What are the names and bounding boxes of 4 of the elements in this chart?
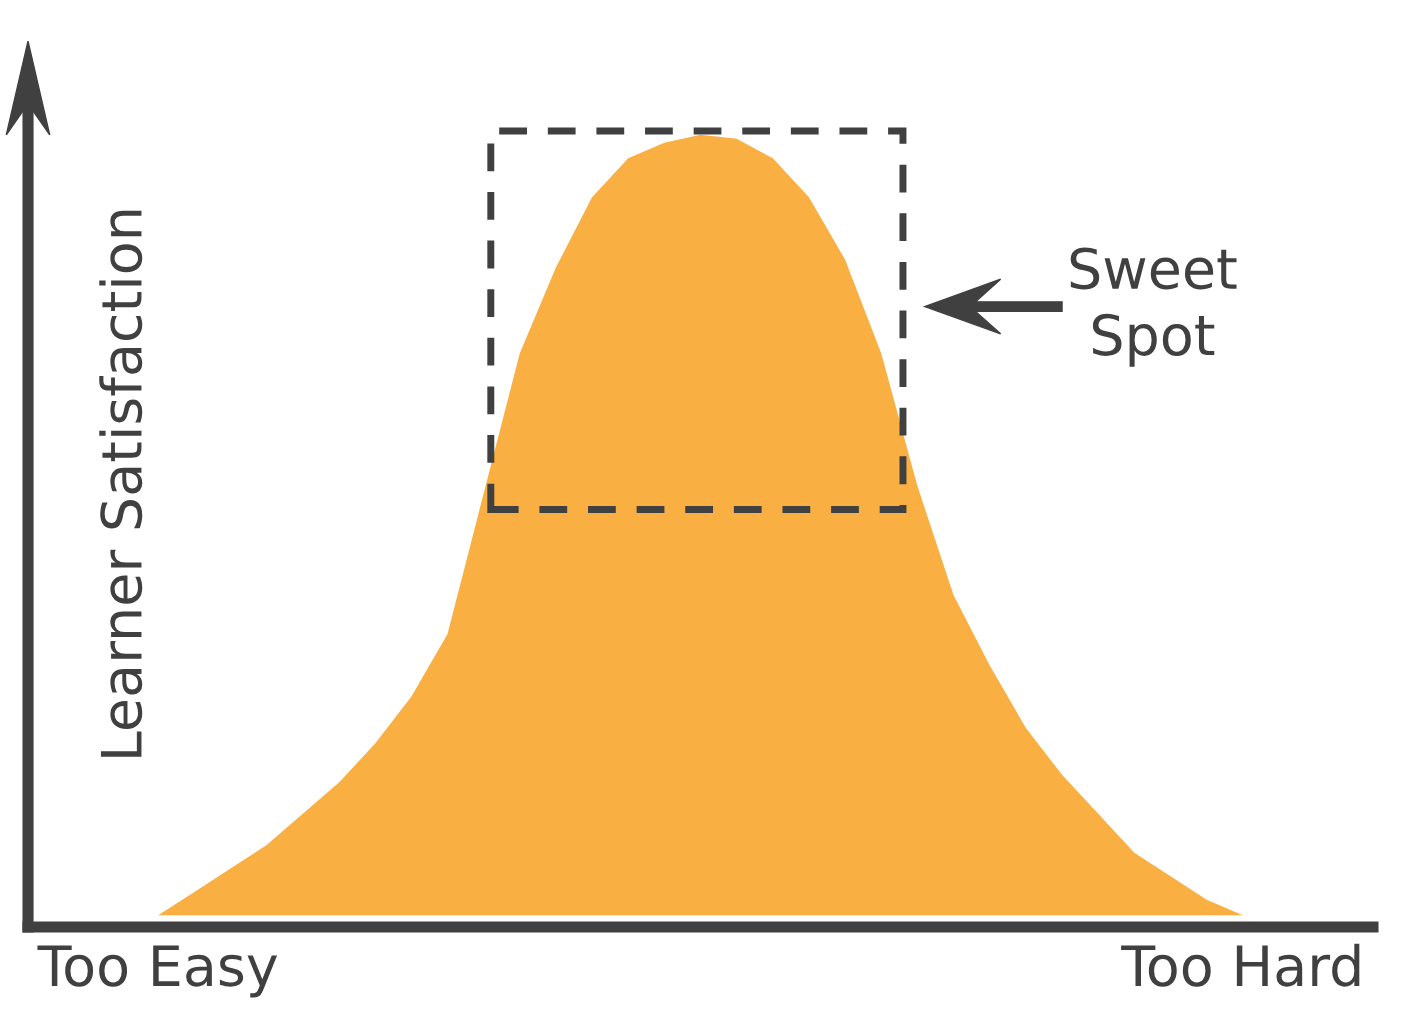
x-tick-label: Too Hard [1121,943,1360,987]
y-axis-title: Learner Satisfaction [99,210,143,757]
x-tick-label: Too Easy [37,945,278,998]
annotation: Sweet Spot [1070,247,1237,367]
